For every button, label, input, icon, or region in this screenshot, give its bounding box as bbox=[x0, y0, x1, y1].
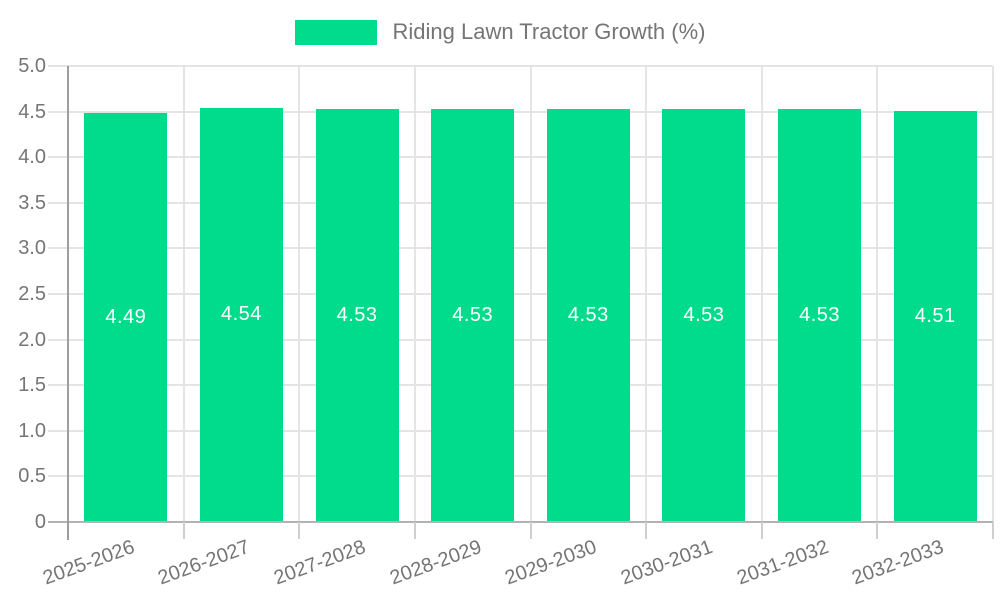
bar-value-label: 4.53 bbox=[799, 303, 841, 326]
bar-value-label: 4.53 bbox=[452, 303, 494, 326]
legend-label: Riding Lawn Tractor Growth (%) bbox=[392, 19, 706, 44]
x-tick bbox=[992, 522, 994, 539]
x-tick bbox=[645, 522, 648, 539]
y-tick-label: 1.5 bbox=[18, 374, 46, 397]
gridline-vertical bbox=[760, 66, 763, 522]
y-tick-label: 3.5 bbox=[18, 191, 46, 214]
gridline-horizontal bbox=[48, 338, 993, 341]
gridline-horizontal bbox=[48, 156, 993, 159]
gridline-vertical bbox=[182, 66, 185, 522]
y-tick-label: 1.0 bbox=[18, 419, 46, 442]
bar: 4.53 bbox=[431, 108, 515, 522]
bar-value-label: 4.54 bbox=[220, 303, 262, 326]
y-tick-label: 0.5 bbox=[18, 465, 46, 488]
bar: 4.49 bbox=[84, 112, 168, 522]
x-tick bbox=[876, 522, 879, 539]
bar-value-label: 4.53 bbox=[683, 303, 725, 326]
bar-value-label: 4.53 bbox=[336, 303, 378, 326]
gridline-vertical bbox=[876, 66, 879, 522]
y-tick-label: 2.0 bbox=[18, 328, 46, 351]
y-tick-label: 2.5 bbox=[18, 283, 46, 305]
chart-legend[interactable]: Riding Lawn Tractor Growth (%) bbox=[0, 19, 1000, 45]
bar: 4.53 bbox=[315, 108, 399, 522]
y-tick-label: 5.0 bbox=[18, 55, 46, 77]
legend-swatch-icon bbox=[294, 19, 377, 45]
gridline-horizontal bbox=[48, 201, 993, 204]
x-tick bbox=[182, 522, 185, 539]
bar: 4.53 bbox=[546, 108, 630, 522]
x-tick bbox=[413, 522, 416, 539]
gridline-horizontal bbox=[48, 65, 993, 67]
x-tick bbox=[529, 522, 532, 539]
bar-value-label: 4.49 bbox=[105, 305, 147, 328]
gridline-horizontal bbox=[48, 247, 993, 250]
gridline-horizontal bbox=[48, 384, 993, 387]
y-axis-line bbox=[67, 66, 69, 540]
bar-value-label: 4.53 bbox=[567, 303, 609, 326]
x-tick bbox=[298, 522, 301, 539]
gridline-horizontal bbox=[48, 293, 993, 295]
x-axis-line bbox=[48, 521, 993, 523]
bar: 4.53 bbox=[662, 108, 746, 522]
y-tick-label: 0 bbox=[34, 511, 46, 533]
bar: 4.51 bbox=[893, 110, 977, 522]
gridline-vertical bbox=[992, 66, 994, 522]
y-tick-label: 4.0 bbox=[18, 146, 46, 169]
gridline-vertical bbox=[645, 66, 648, 522]
y-tick-label: 3.0 bbox=[18, 237, 46, 260]
y-tick-label: 4.5 bbox=[18, 100, 46, 123]
gridline-horizontal bbox=[48, 110, 993, 113]
bar: 4.53 bbox=[778, 108, 862, 522]
gridline-vertical bbox=[298, 66, 301, 522]
bar: 4.54 bbox=[199, 107, 283, 522]
gridline-horizontal bbox=[48, 429, 993, 432]
gridline-vertical bbox=[529, 66, 532, 522]
gridline-horizontal bbox=[48, 475, 993, 478]
x-tick bbox=[760, 522, 763, 539]
bar-value-label: 4.51 bbox=[914, 304, 956, 327]
gridline-vertical bbox=[413, 66, 416, 522]
